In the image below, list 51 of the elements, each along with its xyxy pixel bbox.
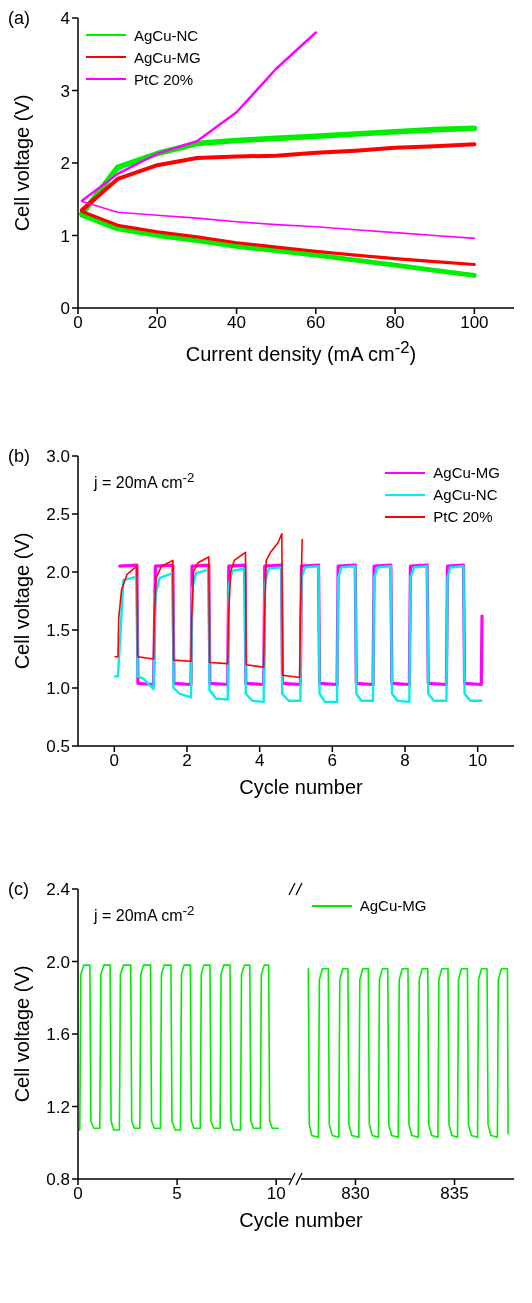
- legend-label: AgCu-MG: [433, 464, 500, 482]
- x-tick-label: 4: [254, 750, 265, 770]
- y-tick-label: 0: [60, 299, 70, 319]
- y-tick-label: 2: [60, 154, 70, 174]
- chart-title: (b): [8, 445, 30, 467]
- y-tick-label: 1.5: [46, 620, 70, 640]
- y-tick-label: 3.0: [46, 446, 70, 466]
- x-tick-label: 835: [440, 1183, 469, 1203]
- legend-label: AgCu-NC: [433, 486, 498, 504]
- x-axis-title: Current density (mA cm$^{-2}$): [184, 338, 418, 366]
- x-tick-label: 60: [306, 313, 326, 333]
- x-tick-label: 2: [182, 750, 192, 770]
- legend-label: AgCu-MG: [134, 48, 201, 66]
- y-tick-label: 1.6: [46, 1024, 70, 1044]
- y-tick-label: 4: [60, 9, 70, 29]
- y-axis-title: Cell voltage (V): [11, 94, 34, 232]
- x-tick-label: 0: [73, 1183, 83, 1203]
- annotation: j = 20mA cm$^{-2}$: [94, 469, 195, 492]
- x-tick-label: 830: [341, 1183, 370, 1203]
- y-tick-label: 2.5: [46, 504, 70, 524]
- y-tick-label: 1: [60, 226, 70, 246]
- x-tick-label: 6: [327, 750, 338, 770]
- x-tick-label: 10: [266, 1183, 286, 1203]
- y-tick-label: 3: [60, 81, 70, 101]
- x-tick-label: 8: [400, 750, 410, 770]
- y-axis-title: Cell voltage (V): [11, 532, 34, 670]
- y-tick-label: 1.0: [46, 678, 70, 698]
- y-tick-label: 2.0: [46, 952, 70, 972]
- legend-label: AgCu-MG: [359, 897, 427, 915]
- legend-label: PtC 20%: [134, 70, 194, 88]
- chart-title: (c): [8, 878, 29, 900]
- x-tick-label: 100: [460, 313, 489, 333]
- y-tick-label: 1.2: [46, 1097, 70, 1117]
- legend-label: PtC 20%: [433, 508, 493, 526]
- y-tick-label: 2.0: [46, 562, 70, 582]
- x-axis-title: Cycle number: [238, 775, 364, 799]
- x-tick-label: 0: [73, 313, 83, 333]
- y-tick-label: 2.4: [46, 879, 70, 899]
- x-tick-label: 5: [172, 1183, 182, 1203]
- x-tick-label: 20: [147, 313, 167, 333]
- legend-label: AgCu-NC: [134, 26, 199, 44]
- x-axis-title: Cycle number: [238, 1208, 364, 1232]
- x-tick-label: 80: [385, 313, 405, 333]
- x-tick-label: 10: [468, 750, 488, 770]
- y-tick-label: 0.8: [46, 1169, 70, 1189]
- x-tick-label: 0: [109, 750, 120, 770]
- chart-title: (a): [8, 8, 30, 29]
- y-axis-title: Cell voltage (V): [11, 965, 34, 1103]
- y-tick-label: 0.5: [46, 736, 70, 756]
- annotation: j = 20mA cm$^{-2}$: [94, 902, 195, 925]
- x-tick-label: 40: [227, 313, 247, 333]
